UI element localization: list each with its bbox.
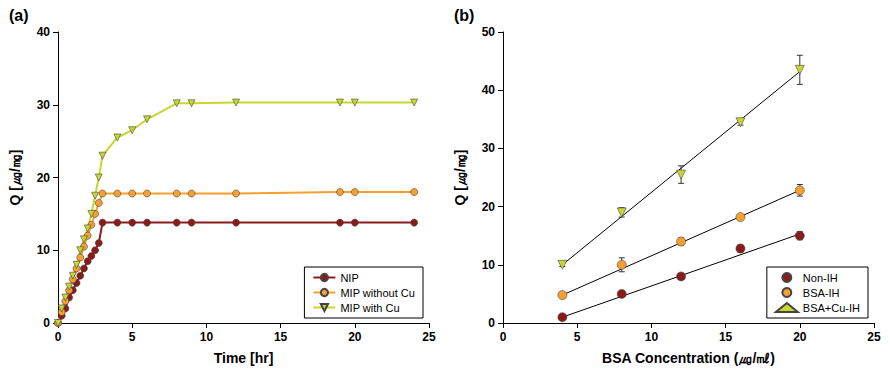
svg-text:10: 10 [37,243,51,257]
svg-text:BSA Concentration (㎍/㎖): BSA Concentration (㎍/㎖) [602,350,775,366]
svg-text:5: 5 [129,330,136,344]
svg-text:Non-IH: Non-IH [803,272,838,284]
svg-text:15: 15 [719,330,733,344]
svg-text:40: 40 [482,83,496,97]
svg-text:BSA+Cu-IH: BSA+Cu-IH [803,302,860,314]
svg-text:NIP: NIP [340,272,358,284]
svg-text:MIP without Cu: MIP without Cu [340,287,414,299]
svg-text:0: 0 [500,330,507,344]
svg-text:40: 40 [37,25,51,39]
svg-text:Q [㎍/㎎]: Q [㎍/㎎] [452,150,468,206]
svg-text:0: 0 [55,330,62,344]
svg-text:0: 0 [43,316,50,330]
svg-text:5: 5 [574,330,581,344]
svg-text:25: 25 [422,330,436,344]
svg-text:25: 25 [867,330,881,344]
svg-text:Time [hr]: Time [hr] [214,350,274,366]
svg-text:MIP with Cu: MIP with Cu [340,302,399,314]
svg-text:(a): (a) [9,7,29,24]
svg-text:15: 15 [274,330,288,344]
svg-text:(b): (b) [454,7,474,24]
svg-text:20: 20 [793,330,807,344]
svg-text:BSA-IH: BSA-IH [803,287,840,299]
svg-text:0: 0 [488,316,495,330]
svg-text:50: 50 [482,25,496,39]
svg-text:10: 10 [645,330,659,344]
svg-text:20: 20 [348,330,362,344]
svg-text:Q [㎍/㎎]: Q [㎍/㎎] [7,150,23,206]
svg-text:30: 30 [37,98,51,112]
svg-text:20: 20 [37,171,51,185]
svg-text:10: 10 [200,330,214,344]
svg-text:10: 10 [482,258,496,272]
svg-text:20: 20 [482,200,496,214]
svg-text:30: 30 [482,141,496,155]
